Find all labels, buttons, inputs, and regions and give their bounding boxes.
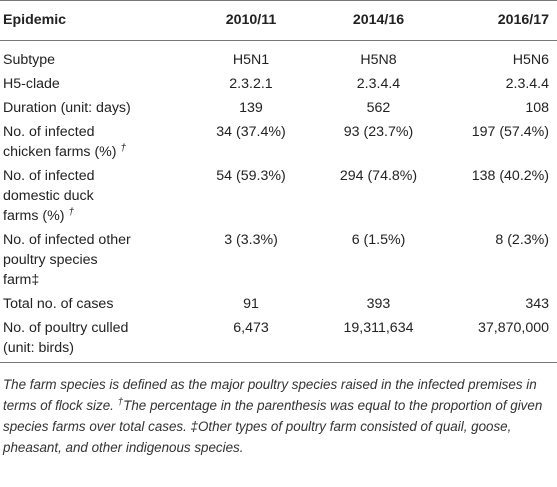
table-row: No. of infected chicken farms (%) † 34 (… xyxy=(0,118,557,162)
cell: H5N8 xyxy=(360,52,397,68)
header-2010-11: 2010/11 xyxy=(190,0,312,41)
header-2016-17: 2016/17 xyxy=(445,0,557,41)
cell: 34 (37.4%) xyxy=(216,124,286,140)
cell: 108 xyxy=(525,100,549,116)
row-label-line: chicken farms (%) xyxy=(3,144,117,160)
row-label-line: No. of infected xyxy=(3,168,95,184)
row-label: No. of poultry culled (unit: birds) xyxy=(0,314,190,363)
header-epidemic: Epidemic xyxy=(0,0,190,41)
row-label-line: No. of infected other xyxy=(3,232,131,248)
footnote-text: The percentage in the parenthesis was eq… xyxy=(3,398,543,455)
cell: 19,311,634 xyxy=(343,320,414,336)
cell: H5N1 xyxy=(232,52,270,68)
cell: 6 (1.5%) xyxy=(351,232,406,248)
cell: H5N6 xyxy=(512,52,549,68)
row-label: Duration (unit: days) xyxy=(3,100,131,116)
row-label: Subtype xyxy=(3,52,56,68)
cell: 8 (2.3%) xyxy=(495,232,549,248)
row-label-line: (unit: birds) xyxy=(3,340,74,356)
row-label: Total no. of cases xyxy=(3,296,114,312)
cell: 2.3.4.4 xyxy=(505,76,549,92)
row-label: No. of infected domestic duck farms (%) … xyxy=(0,162,190,226)
cell: 2.3.2.1 xyxy=(229,76,273,92)
dagger-mark: † xyxy=(120,143,127,154)
footnote-text: The farm species is defined as the major… xyxy=(3,377,537,413)
table-row: Total no. of cases 91 393 343 xyxy=(0,290,557,314)
row-label-line: No. of poultry culled xyxy=(3,320,129,336)
header-2014-16: 2014/16 xyxy=(312,0,445,41)
table-row: No. of poultry culled (unit: birds) 6,47… xyxy=(0,314,557,363)
cell: 294 (74.8%) xyxy=(339,168,418,184)
dagger-mark: † xyxy=(68,207,74,218)
table-row: No. of infected domestic duck farms (%) … xyxy=(0,162,557,226)
row-label-line: domestic duck xyxy=(3,188,94,204)
cell: 139 xyxy=(239,100,263,116)
cell: 343 xyxy=(525,296,549,312)
cell: 6,473 xyxy=(233,320,269,336)
table-row: No. of infected other poultry species fa… xyxy=(0,226,557,290)
header-row: Epidemic 2010/11 2014/16 2016/17 xyxy=(0,0,557,41)
row-label-line: farms (%) xyxy=(3,208,65,224)
row-label: H5-clade xyxy=(3,76,60,92)
cell: 197 (57.4%) xyxy=(471,124,549,140)
cell: 93 (23.7%) xyxy=(343,124,414,140)
row-label-line: farm‡ xyxy=(3,272,40,288)
cell: 54 (59.3%) xyxy=(216,168,286,184)
cell: 562 xyxy=(366,100,391,116)
table-row: H5-clade 2.3.2.1 2.3.4.4 2.3.4.4 xyxy=(0,70,557,94)
cell: 393 xyxy=(366,296,391,312)
table-row: Subtype H5N1 H5N8 H5N6 xyxy=(0,41,557,71)
cell: 37,870,000 xyxy=(477,320,549,336)
table-footnote: The farm species is defined as the major… xyxy=(0,363,557,458)
cell: 3 (3.3%) xyxy=(224,232,278,248)
row-label-line: No. of infected xyxy=(3,124,95,140)
cell: 2.3.4.4 xyxy=(356,76,401,92)
cell: 91 xyxy=(243,296,259,312)
row-label: No. of infected chicken farms (%) † xyxy=(0,118,190,162)
row-label-line: poultry species xyxy=(3,252,98,268)
epidemic-table: Epidemic 2010/11 2014/16 2016/17 Subtype… xyxy=(0,0,557,363)
row-label: No. of infected other poultry species fa… xyxy=(0,226,190,290)
cell: 138 (40.2%) xyxy=(471,168,549,184)
table-row: Duration (unit: days) 139 562 108 xyxy=(0,94,557,118)
dagger-mark: † xyxy=(117,397,124,408)
